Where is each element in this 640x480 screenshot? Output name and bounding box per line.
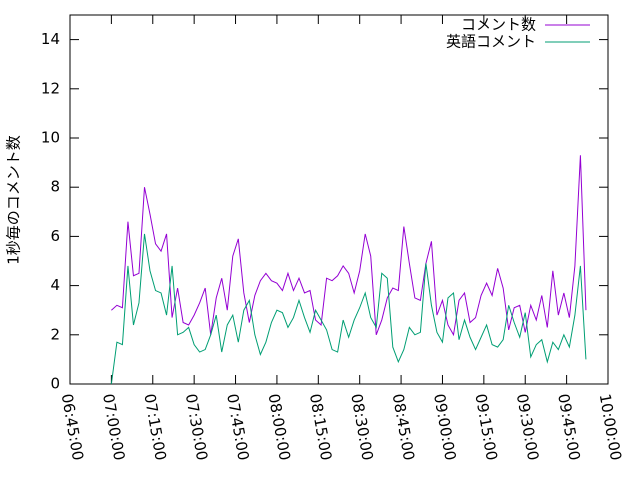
y-tick-label: 8 xyxy=(50,178,60,196)
x-tick-label: 09:45:00 xyxy=(554,392,583,461)
series-line xyxy=(110,233,587,385)
x-tick-label: 08:45:00 xyxy=(389,392,418,461)
y-tick-label: 4 xyxy=(50,276,60,294)
x-tick-label: 08:30:00 xyxy=(347,392,376,461)
x-tick-label: 07:15:00 xyxy=(140,392,169,461)
y-tick-label: 6 xyxy=(50,227,60,245)
x-tick-label: 09:30:00 xyxy=(513,392,542,461)
x-tick-label: 10:00:00 xyxy=(596,392,625,461)
legend-label: コメント数 xyxy=(461,16,536,34)
y-tick-label: 2 xyxy=(50,325,60,343)
plot-frame xyxy=(69,14,609,385)
x-tick-label: 09:15:00 xyxy=(471,392,500,461)
x-tick-label: 08:00:00 xyxy=(265,392,294,461)
x-tick-label: 07:45:00 xyxy=(223,392,252,461)
y-axis-label: 1秒毎のコメント数 xyxy=(5,135,23,265)
series-line xyxy=(111,155,587,337)
y-tick-label: 0 xyxy=(50,375,60,393)
x-tick-label: 08:15:00 xyxy=(306,392,335,461)
x-tick-label: 06:45:00 xyxy=(58,392,87,461)
x-tick-label: 07:00:00 xyxy=(99,392,128,461)
x-tick-label: 07:30:00 xyxy=(182,392,211,461)
x-tick-label: 09:00:00 xyxy=(430,392,459,461)
y-tick-label: 12 xyxy=(41,79,60,97)
legend-label: 英語コメント xyxy=(446,33,536,51)
y-tick-label: 10 xyxy=(41,129,60,147)
y-tick-label: 14 xyxy=(41,30,60,48)
